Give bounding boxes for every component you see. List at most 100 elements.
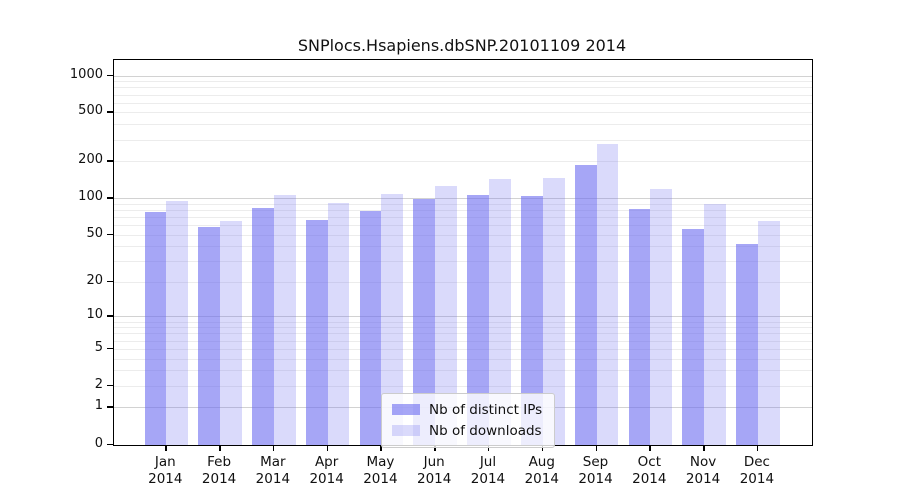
minor-gridline <box>114 321 812 323</box>
bar-nb-of-downloads-dec <box>757 221 780 445</box>
minor-gridline <box>114 385 812 387</box>
x-tick <box>434 445 436 451</box>
minor-gridline <box>114 102 812 104</box>
minor-gridline <box>114 348 812 350</box>
y-tick-label: 500 <box>78 103 103 119</box>
bar-nb-of-distinct-ips-dec <box>736 244 758 445</box>
x-tick <box>703 445 705 451</box>
x-tick-label-jan: Jan 2014 <box>148 454 183 487</box>
legend-label-distinct-ips: Nb of distinct IPs <box>429 401 543 418</box>
minor-gridline <box>114 333 812 335</box>
bar-nb-of-downloads-jul <box>488 178 511 445</box>
bar-nb-of-downloads-oct <box>650 189 673 445</box>
x-tick-label-feb: Feb 2014 <box>201 454 237 487</box>
bar-nb-of-distinct-ips-may <box>359 210 382 445</box>
bar-nb-of-downloads-mar <box>273 195 296 445</box>
y-tick <box>107 406 113 408</box>
minor-gridline <box>114 209 812 211</box>
legend-swatch-distinct-ips <box>392 404 420 415</box>
x-tick-label-mar: Mar 2014 <box>255 454 291 487</box>
minor-gridline <box>114 94 812 96</box>
minor-gridline <box>114 261 812 263</box>
minor-gridline <box>114 234 812 236</box>
y-tick-label: 10 <box>86 307 103 323</box>
y-tick <box>107 280 113 283</box>
x-tick-label-oct: Oct 2014 <box>632 454 667 487</box>
x-tick-label-jul: Jul 2014 <box>470 454 506 487</box>
y-tick-label: 0 <box>94 435 103 451</box>
minor-gridline <box>114 358 812 360</box>
major-gridline <box>114 198 812 199</box>
minor-gridline <box>114 203 812 205</box>
bar-nb-of-downloads-jan <box>166 201 189 445</box>
minor-gridline <box>114 370 812 372</box>
legend-label-downloads: Nb of downloads <box>429 422 542 439</box>
y-tick <box>107 384 113 387</box>
bar-nb-of-distinct-ips-jan <box>144 212 167 445</box>
plot-area <box>113 59 813 446</box>
y-tick <box>107 233 113 235</box>
x-tick <box>541 445 544 451</box>
bar-nb-of-distinct-ips-aug <box>520 195 543 445</box>
legend-item-distinct-ips: Nb of distinct IPs <box>392 399 544 420</box>
minor-gridline <box>114 246 812 248</box>
bar-nb-of-downloads-feb <box>220 221 242 445</box>
bar-nb-of-distinct-ips-jul <box>467 194 489 445</box>
y-tick-label: 1000 <box>69 66 103 82</box>
minor-gridline <box>114 81 812 83</box>
y-tick <box>107 74 113 76</box>
bar-nb-of-distinct-ips-jun <box>413 198 436 445</box>
y-tick-label: 200 <box>78 152 103 168</box>
legend-swatch-downloads <box>392 425 420 436</box>
bar-nb-of-downloads-aug <box>542 177 565 445</box>
y-tick <box>107 111 113 113</box>
y-tick-label: 1 <box>94 398 103 414</box>
minor-gridline <box>114 224 812 226</box>
x-tick <box>326 445 329 451</box>
x-tick <box>595 445 598 451</box>
bar-nb-of-distinct-ips-nov <box>682 229 705 445</box>
bar-nb-of-downloads-nov <box>704 204 726 445</box>
legend-item-downloads: Nb of downloads <box>392 420 544 441</box>
minor-gridline <box>114 161 812 163</box>
minor-gridline <box>114 112 812 114</box>
bar-nb-of-distinct-ips-oct <box>628 209 651 445</box>
major-gridline <box>114 316 812 318</box>
bar-nb-of-distinct-ips-sep <box>574 165 597 445</box>
bar-nb-of-downloads-jun <box>435 186 457 445</box>
minor-gridline <box>114 340 812 342</box>
x-tick <box>219 445 221 451</box>
bar-nb-of-distinct-ips-feb <box>198 227 221 445</box>
x-tick <box>380 445 382 451</box>
y-tick-label: 20 <box>86 272 103 288</box>
chart-title: SNPlocs.Hsapiens.dbSNP.20101109 2014 <box>297 36 627 55</box>
x-tick-label-jun: Jun 2014 <box>417 454 452 487</box>
y-tick-label: 5 <box>94 339 103 355</box>
minor-gridline <box>114 281 812 283</box>
bar-nb-of-downloads-sep <box>596 144 619 445</box>
x-tick <box>649 445 651 451</box>
x-tick <box>756 445 759 451</box>
x-tick-label-dec: Dec 2014 <box>739 454 775 487</box>
x-tick-label-nov: Nov 2014 <box>685 454 721 487</box>
minor-gridline <box>114 124 812 126</box>
y-tick-label: 2 <box>94 376 103 392</box>
y-tick <box>107 347 113 350</box>
y-tick <box>107 443 113 445</box>
x-tick-label-aug: Aug 2014 <box>524 454 559 487</box>
minor-gridline <box>114 327 812 329</box>
minor-gridline <box>114 216 812 218</box>
y-tick-label: 50 <box>86 225 103 241</box>
bar-nb-of-distinct-ips-apr <box>305 220 328 445</box>
x-tick <box>487 445 490 451</box>
x-tick-label-may: May 2014 <box>363 454 398 487</box>
major-gridline <box>114 75 812 77</box>
x-tick-label-apr: Apr 2014 <box>309 454 344 487</box>
y-tick <box>107 160 113 162</box>
bar-nb-of-distinct-ips-mar <box>252 207 274 445</box>
y-tick <box>107 197 113 199</box>
minor-gridline <box>114 87 812 89</box>
bar-nb-of-downloads-may <box>381 194 404 445</box>
x-tick <box>165 445 167 451</box>
